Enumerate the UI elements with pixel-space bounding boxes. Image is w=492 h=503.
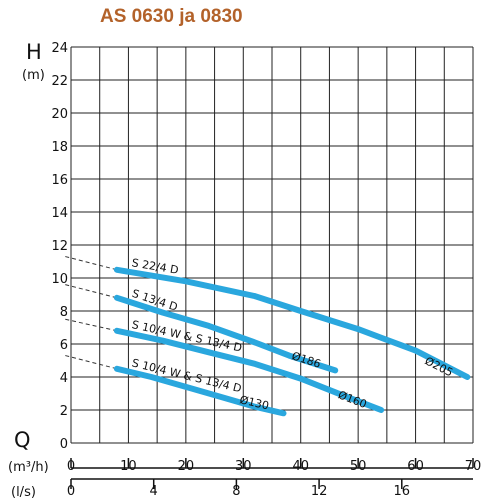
y-tick-label: 22 [51, 74, 68, 89]
y-tick-label: 12 [51, 239, 68, 254]
x-tick-label-secondary: 0 [67, 484, 75, 499]
y-axis-unit: (m) [22, 68, 45, 83]
grid [70, 46, 474, 444]
x-tick-label-primary: 70 [465, 459, 482, 474]
pump-curve [113, 294, 339, 374]
x-tick-label-primary: 10 [120, 459, 137, 474]
y-tick-label: 20 [51, 107, 68, 122]
y-tick-label: 8 [60, 305, 68, 320]
x-tick-label-secondary: 8 [232, 484, 240, 499]
x-tick-labels-primary: 0 10 20 30 40 50 60 70 [67, 458, 481, 474]
x-axis-unit-secondary: (l/s) [11, 485, 36, 500]
page-title: AS 0630 ja 0830 [100, 6, 243, 27]
y-tick-label: 10 [51, 272, 68, 287]
x-tick-label-secondary: 16 [394, 484, 411, 499]
pump-curve [113, 365, 287, 417]
curve-extension [65, 355, 118, 370]
y-tick-label: 18 [51, 140, 68, 155]
curve-extension [65, 256, 118, 271]
curve-extension [65, 284, 118, 299]
curve-diameter-label: Ø186 [290, 349, 322, 370]
pump-curve [113, 266, 471, 380]
x-tick-label-secondary: 12 [311, 484, 328, 499]
curve-diameter-label: Ø130 [238, 393, 270, 412]
x-tick-labels-secondary: 0 4 8 12 16 [67, 478, 473, 499]
curve-diameter-label: Ø205 [423, 354, 455, 379]
y-tick-label: 14 [51, 206, 68, 221]
x-tick-label-primary: 50 [350, 459, 367, 474]
x-tick-label-primary: 60 [407, 459, 424, 474]
pump-curve [113, 327, 385, 413]
x-tick-label-primary: 30 [235, 459, 252, 474]
x-tick-label-primary: 40 [292, 459, 309, 474]
curve-diameter-label: Ø160 [336, 388, 368, 411]
y-tick-label: 6 [60, 338, 68, 353]
y-tick-label: 24 [51, 41, 68, 56]
x-axis-letter: Q [14, 428, 31, 452]
y-tick-label: 4 [60, 371, 68, 386]
x-axis-unit-primary: (m³/h) [8, 460, 49, 475]
x-tick-label-secondary: 4 [150, 484, 158, 499]
y-axis-letter: H [26, 40, 42, 64]
y-tick-label: 0 [60, 437, 68, 452]
curve-extension [65, 318, 118, 332]
y-tick-label: 2 [60, 404, 68, 419]
y-tick-label: 16 [51, 173, 68, 188]
x-tick-label-primary: 0 [67, 459, 75, 474]
x-tick-label-primary: 20 [178, 459, 195, 474]
